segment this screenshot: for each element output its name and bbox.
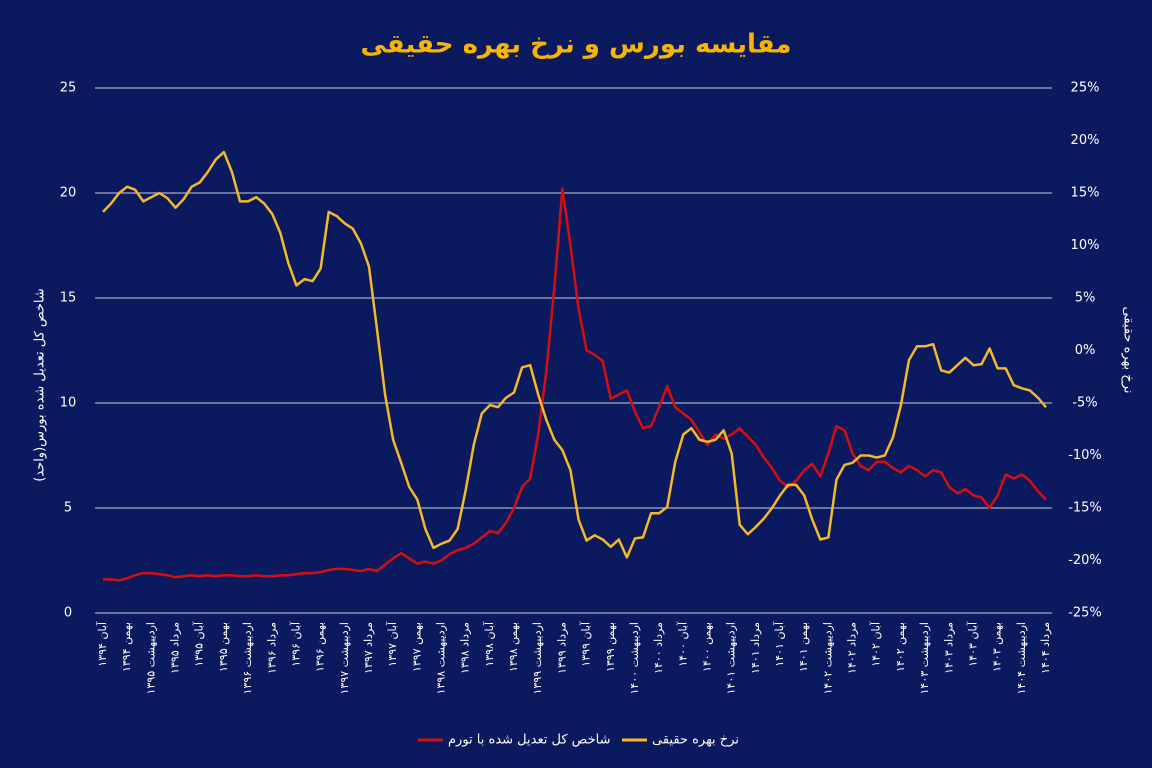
x-tick-label: آبان ۱۳۹۴ — [95, 621, 109, 667]
y2-tick-label: 25% — [1071, 81, 1100, 96]
x-tick-label: بهمن ۱۳۹۵ — [217, 622, 230, 672]
x-tick-label: اردیبهشت ۱۳۹۶ — [241, 622, 254, 694]
x-tick-label: مرداد ۱۴۰۲ — [846, 622, 859, 674]
x-tick-label: بهمن ۱۴۰۲ — [894, 622, 907, 672]
x-tick-label: اردیبهشت ۱۴۰۰ — [628, 622, 641, 694]
x-tick-label: مرداد ۱۳۹۹ — [555, 622, 568, 674]
x-tick-label: مرداد ۱۴۰۴ — [1039, 622, 1052, 674]
x-tick-label: آبان ۱۴۰۱ — [772, 621, 786, 667]
x-tick-label: بهمن ۱۳۹۹ — [604, 622, 617, 672]
y2-axis-label: نرخ بهره حقیقی — [1121, 307, 1136, 394]
x-tick-label: مرداد ۱۳۹۵ — [169, 622, 182, 674]
x-tick-label: بهمن ۱۳۹۴ — [120, 622, 133, 672]
x-tick-label: آبان ۱۴۰۲ — [869, 621, 883, 667]
y2-tick-label: 20% — [1071, 133, 1100, 148]
x-tick-label: آبان ۱۴۰۰ — [675, 621, 689, 667]
y-tick-label: 0 — [64, 606, 72, 621]
x-tick-label: اردیبهشت ۱۳۹۷ — [338, 622, 351, 694]
x-tick-label: بهمن ۱۳۹۶ — [314, 622, 327, 672]
x-tick-label: آبان ۱۴۰۳ — [965, 621, 979, 667]
x-tick-label: مرداد ۱۳۹۸ — [459, 622, 472, 674]
y-axis-label: شاخص کل تعدیل شده بورس(واحد) — [33, 288, 48, 481]
y-tick-label: 5 — [64, 501, 72, 516]
y2-tick-label: -25% — [1068, 606, 1102, 621]
y-tick-label: 10 — [60, 396, 77, 411]
x-tick-label: اردیبهشت ۱۴۰۴ — [1015, 622, 1028, 694]
x-tick-label: بهمن ۱۴۰۳ — [991, 622, 1004, 672]
y2-tick-label: -10% — [1068, 448, 1102, 463]
y2-tick-label: 0% — [1075, 343, 1096, 358]
x-tick-label: مرداد ۱۴۰۳ — [942, 622, 955, 674]
chart-title: مقایسه بورس و نرخ بهره حقیقی — [360, 30, 791, 60]
y2-tick-label: -15% — [1068, 501, 1102, 516]
x-tick-label: اردیبهشت ۱۴۰۲ — [821, 622, 834, 694]
x-tick-label: اردیبهشت ۱۴۰۱ — [725, 622, 738, 694]
y2-tick-label: 10% — [1071, 238, 1100, 253]
x-tick-label: مرداد ۱۴۰۱ — [749, 622, 762, 674]
x-tick-label: مرداد ۱۳۹۶ — [265, 622, 278, 674]
x-tick-label: اردیبهشت ۱۴۰۳ — [918, 622, 931, 694]
x-tick-label: اردیبهشت ۱۳۹۹ — [531, 622, 544, 694]
x-tick-label: بهمن ۱۴۰۱ — [797, 622, 810, 672]
x-tick-label: مرداد ۱۴۰۰ — [652, 622, 665, 674]
y2-tick-label: 5% — [1075, 291, 1096, 306]
y-tick-label: 20 — [60, 186, 77, 201]
legend-label: شاخص کل تعدیل شده با تورم — [448, 733, 610, 748]
x-tick-label: آبان ۱۳۹۸ — [482, 621, 496, 667]
y-tick-label: 25 — [60, 81, 77, 96]
x-tick-label: آبان ۱۳۹۹ — [579, 621, 593, 667]
x-tick-label: آبان ۱۳۹۵ — [192, 621, 206, 667]
x-tick-label: آبان ۱۳۹۷ — [385, 621, 399, 667]
x-tick-label: بهمن ۱۳۹۷ — [410, 622, 423, 672]
x-tick-label: اردیبهشت ۱۳۹۸ — [435, 622, 448, 694]
x-tick-label: اردیبهشت ۱۳۹۵ — [144, 622, 157, 694]
x-tick-label: بهمن ۱۳۹۸ — [507, 622, 520, 672]
x-tick-label: مرداد ۱۳۹۷ — [362, 622, 375, 674]
y-tick-label: 15 — [60, 291, 77, 306]
legend-label: نرخ بهره حقیقی — [652, 733, 739, 748]
y2-tick-label: 15% — [1071, 186, 1100, 201]
x-tick-label: آبان ۱۳۹۶ — [288, 621, 302, 667]
series-line — [103, 187, 1047, 582]
series-line — [102, 150, 1047, 559]
y2-tick-label: -5% — [1072, 396, 1097, 411]
y2-tick-label: -20% — [1068, 553, 1102, 568]
x-tick-label: بهمن ۱۴۰۰ — [700, 622, 713, 672]
